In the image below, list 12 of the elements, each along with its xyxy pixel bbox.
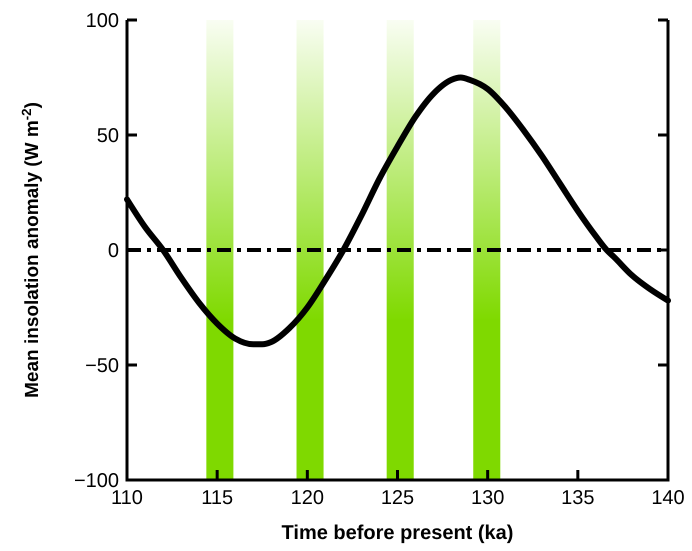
x-tick-label: 110 (111, 487, 143, 509)
y-tick-label: −50 (85, 355, 119, 377)
x-tick-label: 140 (651, 487, 685, 509)
y-tick-label: 50 (96, 125, 119, 147)
x-tick-label: 115 (201, 487, 234, 509)
x-tick-label: 130 (470, 487, 504, 509)
x-tick-label: 120 (290, 487, 324, 509)
y-tick-label: 100 (86, 10, 119, 32)
x-tick-label: 125 (380, 487, 414, 509)
x-axis-title: Time before present (ka) (282, 522, 514, 544)
y-tick-label: 0 (108, 240, 119, 262)
x-tick-label: 135 (561, 487, 595, 509)
